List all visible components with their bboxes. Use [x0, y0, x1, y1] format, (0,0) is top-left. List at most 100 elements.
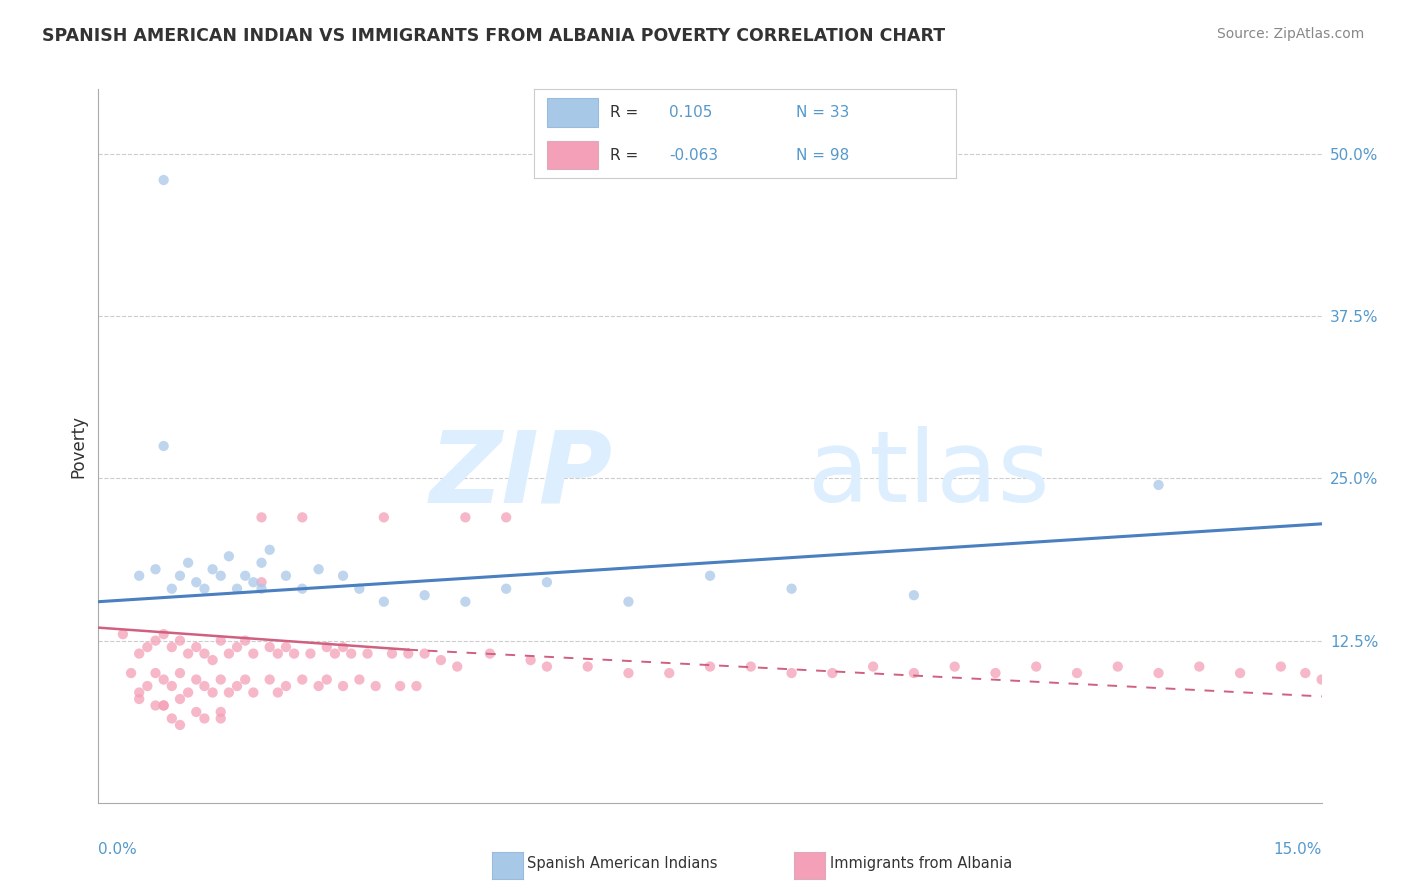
Point: [152, 439, 174, 453]
Point: [152, 173, 174, 187]
Point: [274, 679, 297, 693]
Text: 0.0%: 0.0%: [98, 842, 138, 857]
Point: [186, 575, 208, 590]
Point: [1294, 666, 1316, 681]
Point: [111, 627, 134, 641]
Point: [169, 666, 191, 681]
Point: [169, 568, 191, 582]
Point: [519, 653, 541, 667]
Point: [576, 659, 599, 673]
Point: [136, 640, 159, 654]
Point: [413, 588, 436, 602]
Text: atlas: atlas: [808, 426, 1049, 523]
Point: [699, 659, 721, 673]
Point: [226, 582, 249, 596]
Point: [250, 510, 273, 524]
Point: [120, 666, 142, 681]
Point: [267, 647, 290, 661]
Point: [1066, 666, 1088, 681]
Point: [226, 640, 249, 654]
Point: [145, 562, 167, 576]
Point: [160, 582, 183, 596]
Bar: [547, 98, 598, 127]
Point: [274, 568, 297, 582]
Point: [396, 647, 419, 661]
Point: [209, 705, 232, 719]
Point: [226, 679, 249, 693]
Text: R =: R =: [610, 148, 638, 162]
Point: [160, 679, 183, 693]
Text: N = 98: N = 98: [796, 148, 849, 162]
Point: [283, 647, 305, 661]
Point: [201, 685, 224, 699]
Point: [1147, 478, 1170, 492]
Point: [340, 647, 363, 661]
Point: [1229, 666, 1251, 681]
Point: [250, 575, 273, 590]
Y-axis label: Poverty: Poverty: [69, 415, 87, 477]
Point: [193, 711, 215, 725]
Point: [364, 679, 387, 693]
Point: [315, 640, 337, 654]
Point: [218, 549, 240, 564]
Point: [267, 685, 290, 699]
Point: [332, 568, 354, 582]
Point: [699, 568, 721, 582]
Point: [128, 647, 150, 661]
Point: [145, 633, 167, 648]
Point: [218, 685, 240, 699]
Point: [381, 647, 404, 661]
Point: [152, 673, 174, 687]
Point: [128, 685, 150, 699]
Point: [259, 673, 281, 687]
Point: [1310, 673, 1333, 687]
Text: 15.0%: 15.0%: [1274, 842, 1322, 857]
Point: [259, 640, 281, 654]
Point: [152, 698, 174, 713]
Point: [128, 568, 150, 582]
Point: [903, 588, 925, 602]
Point: [373, 595, 395, 609]
Point: [780, 582, 803, 596]
Point: [1188, 659, 1211, 673]
Point: [242, 647, 264, 661]
Point: [186, 640, 208, 654]
Point: [233, 568, 256, 582]
Point: [186, 705, 208, 719]
Text: ZIP: ZIP: [429, 426, 612, 523]
Point: [201, 562, 224, 576]
Point: [233, 673, 256, 687]
Point: [291, 510, 314, 524]
Point: [862, 659, 884, 673]
Point: [943, 659, 966, 673]
Text: R =: R =: [610, 105, 638, 120]
Point: [389, 679, 412, 693]
Point: [1025, 659, 1047, 673]
Point: [152, 698, 174, 713]
Point: [332, 640, 354, 654]
Point: [536, 659, 558, 673]
Point: [413, 647, 436, 661]
Text: N = 33: N = 33: [796, 105, 849, 120]
Point: [160, 711, 183, 725]
Point: [160, 640, 183, 654]
Point: [209, 711, 232, 725]
Point: [233, 633, 256, 648]
Point: [274, 640, 297, 654]
Point: [780, 666, 803, 681]
Point: [1107, 659, 1129, 673]
Point: [201, 653, 224, 667]
Point: [299, 647, 322, 661]
Point: [209, 673, 232, 687]
Text: 0.105: 0.105: [669, 105, 713, 120]
Point: [903, 666, 925, 681]
Text: Spanish American Indians: Spanish American Indians: [527, 856, 717, 871]
Point: [1270, 659, 1292, 673]
Point: [218, 647, 240, 661]
Point: [242, 685, 264, 699]
Point: [242, 575, 264, 590]
Point: [658, 666, 681, 681]
Point: [291, 673, 314, 687]
Point: [186, 673, 208, 687]
Point: [446, 659, 468, 673]
